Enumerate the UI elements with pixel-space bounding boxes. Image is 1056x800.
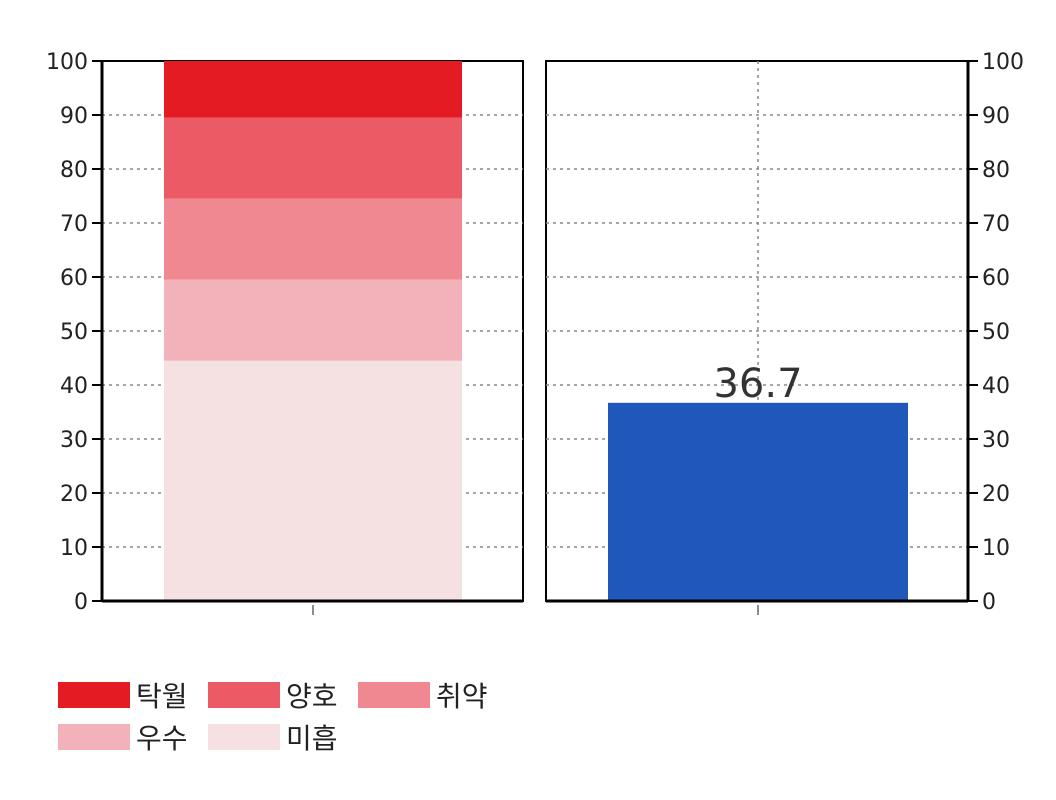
y-tick-label: 40	[982, 374, 1010, 399]
data-label: 36.7	[713, 361, 802, 407]
y-tick-label: 70	[982, 212, 1010, 237]
legend-label: 취약	[436, 680, 488, 713]
y-tick-label: 0	[982, 590, 996, 615]
y-tick-label: 100	[982, 50, 1024, 75]
legend-item: 미흡	[208, 720, 358, 755]
legend-swatch	[208, 682, 280, 708]
y-tick-label: 50	[60, 320, 88, 345]
y-tick-label: 30	[982, 428, 1010, 453]
y-tick-label: 30	[60, 428, 88, 453]
y-tick-label: 90	[982, 104, 1010, 129]
bar	[608, 402, 908, 601]
legend-item: 탁월	[58, 678, 208, 713]
y-tick-label: 80	[60, 158, 88, 183]
bar-segment	[164, 279, 462, 361]
y-tick-label: 40	[60, 374, 88, 399]
left-chart-panel: 0 10 20 30 40 50 60 70 80 90 100	[46, 50, 524, 615]
y-tick-label: 10	[60, 536, 88, 561]
y-tick-label: 20	[982, 482, 1010, 507]
y-tick-label: 70	[60, 212, 88, 237]
legend-swatch	[358, 682, 430, 708]
legend-swatch	[58, 724, 130, 750]
y-tick-label: 100	[46, 50, 88, 75]
y-tick-label: 60	[60, 266, 88, 291]
y-tick-label: 0	[74, 590, 88, 615]
legend-label: 미흡	[286, 722, 338, 755]
legend-swatch	[208, 724, 280, 750]
bar-segment	[164, 61, 462, 118]
legend-item: 우수	[58, 720, 208, 755]
legend-label: 양호	[286, 680, 338, 713]
bar-segment	[164, 117, 462, 199]
y-tick-label: 20	[60, 482, 88, 507]
y-tick-label: 60	[982, 266, 1010, 291]
y-tick-label: 80	[982, 158, 1010, 183]
legend-label: 우수	[136, 722, 188, 755]
bar-segment	[164, 360, 462, 601]
bar-segment	[164, 198, 462, 280]
legend-swatch	[58, 682, 130, 708]
y-tick-label: 90	[60, 104, 88, 129]
y-tick-label: 10	[982, 536, 1010, 561]
y-tick-label: 50	[982, 320, 1010, 345]
legend-label: 탁월	[136, 680, 188, 713]
legend-item: 취약	[358, 678, 508, 713]
legend-item: 양호	[208, 678, 358, 713]
right-chart-panel: 0 10 20 30 40 50 60 70 80 90 100 36.7	[545, 50, 1024, 615]
